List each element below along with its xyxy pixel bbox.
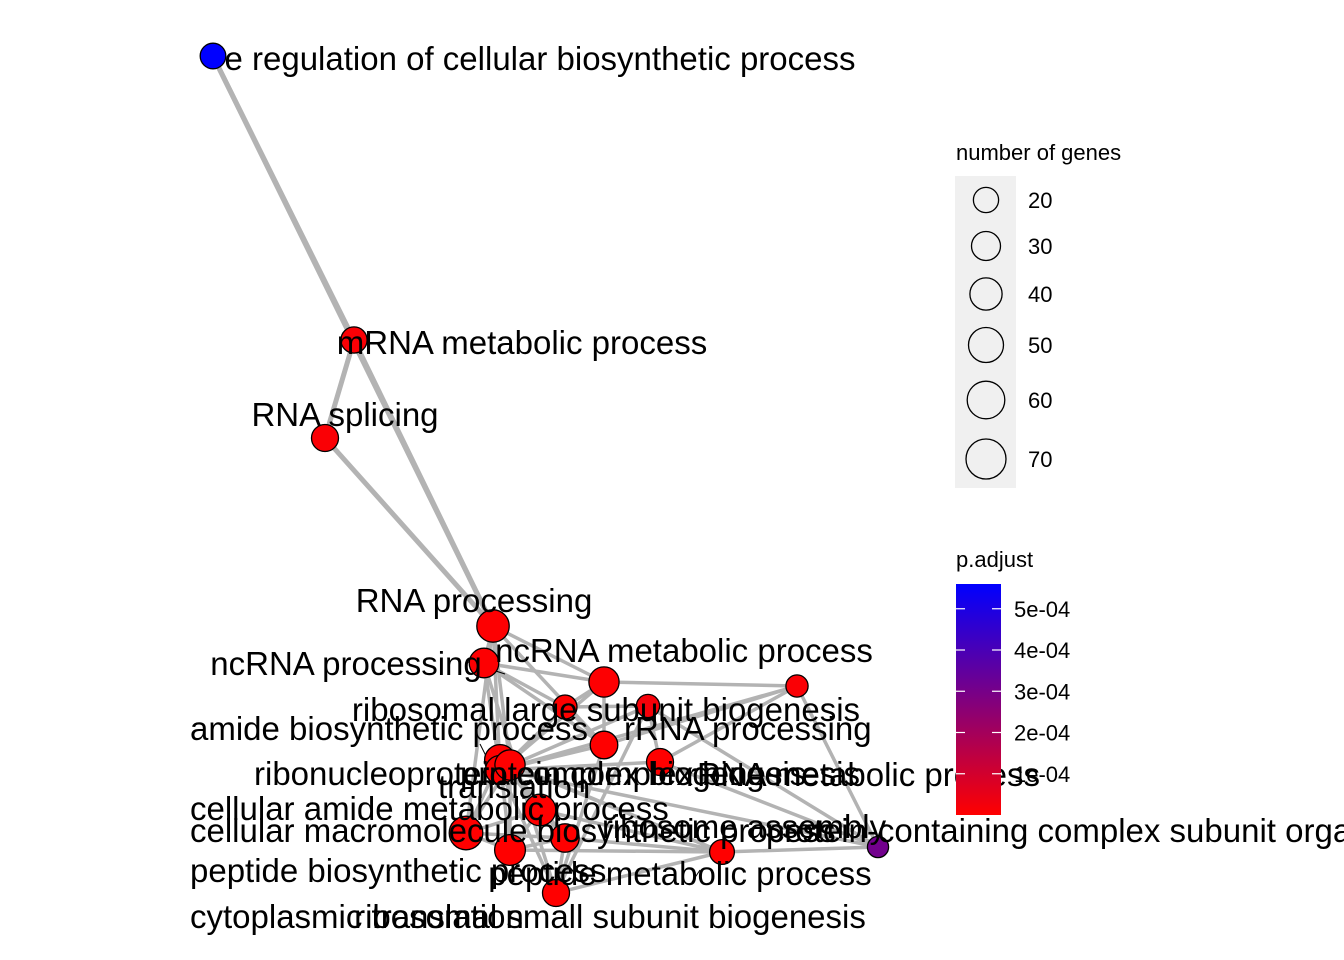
size-legend-circle-30	[970, 230, 1002, 262]
size-legend-label-30: 30	[1028, 234, 1052, 259]
size-legend-label-60: 60	[1028, 388, 1052, 413]
node-label-rib_large: ribosomal large subunit biogenesis	[352, 691, 860, 728]
label-connector-2	[691, 869, 701, 883]
edge-ribosome_asm-prot_cont	[646, 704, 880, 849]
edge-rib_large-ribosome_asm	[563, 704, 650, 709]
node-translation	[494, 749, 526, 781]
node-label-cell_amide: cellular amide metabolic process	[190, 790, 669, 827]
color-legend-label-2: 3e-04	[1014, 679, 1070, 704]
node-rna_proc	[476, 609, 510, 643]
color-legend-title: p.adjust	[956, 547, 1033, 572]
edge-ncrna_proc-rrna_proc	[482, 661, 606, 747]
edge-ribonucleo-prot_cont	[498, 768, 880, 849]
node-protein_complex	[645, 747, 675, 777]
node-pos_reg	[199, 42, 227, 70]
labels-layer: translation rRNA metabolic processprotein…	[190, 40, 1344, 935]
size-legend-title: number of genes	[956, 140, 1121, 165]
node-label-ncrna_proc: ncRNA processing	[210, 645, 481, 682]
node-label-prot_cont: protein-containing complex subunit organ…	[766, 812, 1344, 849]
node-rna_splicing	[310, 423, 340, 453]
color-legend-label-3: 4e-04	[1014, 638, 1070, 663]
color-legend: p.adjust 1e-04 2e-04 3e-04 4e-04 5e-04	[956, 547, 1070, 815]
node-peptide_bio	[493, 833, 527, 867]
edge-rrna_met-prot_cont	[795, 684, 880, 849]
node-label-ribonucleo: ribonucleoprotein complex biogenesis	[254, 755, 806, 792]
size-legend-circle-60	[966, 380, 1006, 420]
size-legend-circle-50	[967, 326, 1005, 364]
size-legend-label-50: 50	[1028, 333, 1052, 358]
node-peptide_met	[708, 838, 736, 866]
edge-ribonucleo-protein_complex	[498, 760, 662, 772]
edge-mrna_met-rna_splicing	[322, 337, 357, 441]
nodes-layer	[199, 42, 890, 908]
node-label-mrna_met: mRNA metabolic process	[337, 324, 707, 361]
node-cell_amide	[523, 793, 557, 827]
color-legend-label-0: 1e-04	[1014, 762, 1070, 787]
node-rrna_met	[785, 674, 809, 698]
size-legend: number of genes 20 30 40 50 60 70	[955, 140, 1121, 488]
size-legend-circle-70	[965, 438, 1007, 480]
edge-translation-peptide_met	[508, 763, 724, 854]
node-prot_cont	[866, 835, 890, 859]
edge-mrna_met-rna_proc	[351, 337, 496, 629]
edge-ribosome_asm-rib_small	[554, 704, 650, 895]
node-cell_macro	[448, 815, 484, 851]
node-label-ncrna_met: ncRNA metabolic process	[495, 632, 873, 669]
node-label-rrna_proc: rRNA processing	[624, 710, 872, 747]
node-label-cell_macro: cellular macromolecule biosynthetic proc…	[190, 812, 836, 849]
size-legend-circle-40	[969, 277, 1003, 311]
node-label-ribosome_asm: ribosome assembly	[602, 808, 887, 845]
node-label-amide_bio: amide biosynthetic process	[190, 710, 588, 747]
edge-ncrna_met-ncrna_proc	[482, 661, 606, 684]
node-label-translation: translation	[438, 768, 590, 805]
node-rrna_proc	[589, 730, 619, 760]
edge-rna_proc-ncrna_met	[491, 624, 606, 684]
size-legend-label-40: 40	[1028, 282, 1052, 307]
edge-peptide_met-cyto_trans	[563, 836, 724, 854]
node-label-rna_splicing: RNA splicing	[251, 396, 438, 433]
node-rib_large	[552, 694, 578, 720]
edge-peptide_met-prot_cont	[720, 845, 880, 854]
edge-rrna_met-ribonucleo	[498, 684, 799, 772]
edge-rib_small-peptide_met	[554, 850, 724, 895]
node-label-peptide_bio: peptide biosynthetic process	[190, 852, 606, 889]
node-label-pos_reg: e regulation of cellular biosynthetic pr…	[224, 40, 855, 77]
edge-cell_amide-peptide_met	[538, 808, 724, 854]
node-label-rib_small: ribosomal small subunit biogenesis	[354, 898, 866, 935]
edge-ncrna_met-rrna_met	[602, 680, 799, 688]
node-label-rna_proc: RNA processing	[356, 582, 593, 619]
node-ribosome_asm	[635, 693, 661, 719]
edge-protein_complex-prot_cont	[658, 760, 880, 849]
edge-rna_splicing-rna_proc	[322, 435, 496, 629]
node-label-peptide_met: peptide metabolic process	[488, 855, 871, 892]
edge-peptide_bio-peptide_met	[508, 848, 724, 854]
node-rib_small	[541, 878, 571, 908]
node-label-protein_complex: protein complex biogenesis	[460, 755, 860, 792]
size-legend-label-20: 20	[1028, 188, 1052, 213]
color-legend-label-4: 5e-04	[1014, 597, 1070, 622]
node-cyto_trans	[550, 823, 580, 853]
size-legend-label-70: 70	[1028, 447, 1052, 472]
color-legend-label-1: 2e-04	[1014, 721, 1070, 746]
node-ncrna_met	[588, 666, 620, 698]
node-mrna_met	[340, 326, 368, 354]
size-legend-circle-20	[972, 186, 1000, 214]
edge-rrna_met-protein_complex	[658, 684, 799, 764]
node-label-cyto_trans: cytoplasmic translation	[190, 898, 524, 935]
color-legend-bar	[956, 584, 1001, 815]
node-ncrna_proc	[468, 647, 500, 679]
